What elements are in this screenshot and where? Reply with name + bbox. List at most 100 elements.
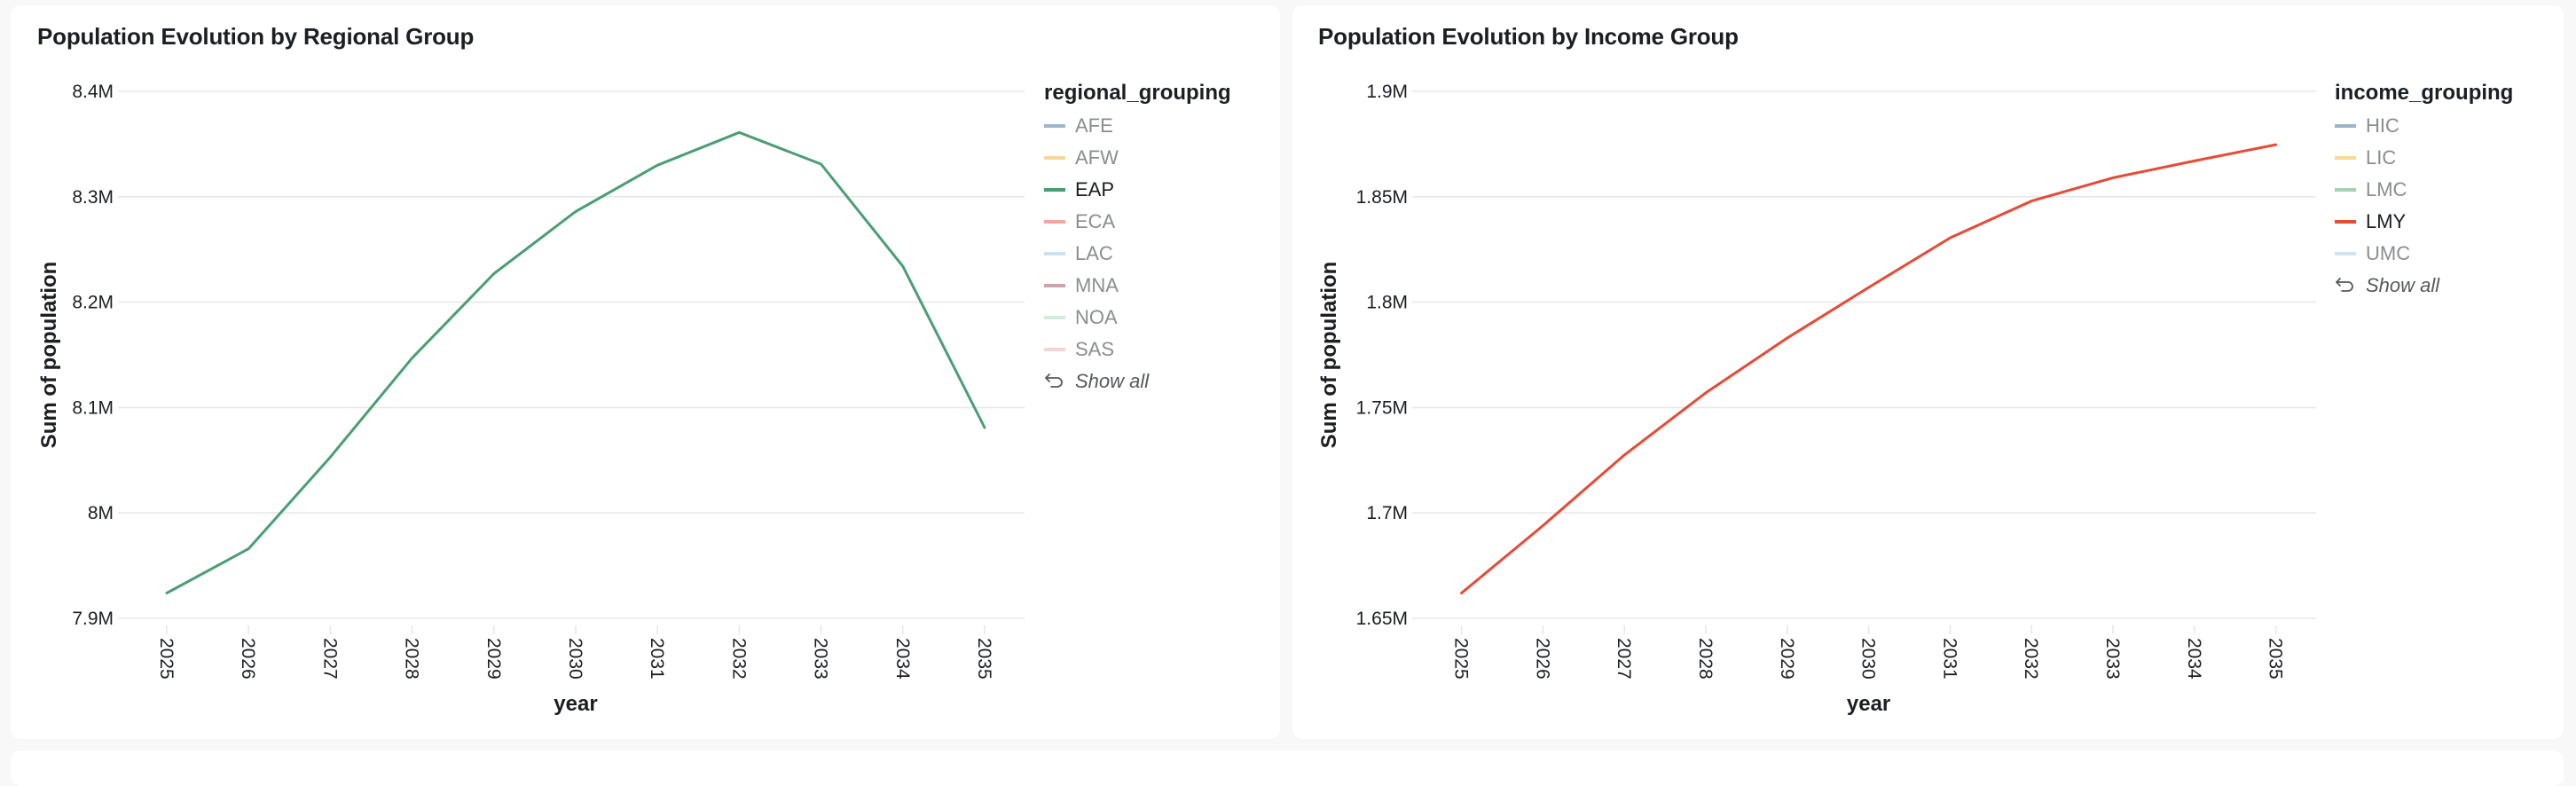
legend-swatch <box>2335 188 2356 192</box>
legend-item-hic[interactable]: HIC <box>2335 110 2513 142</box>
y-tick-label: 1.8M <box>1366 293 1408 313</box>
data-point[interactable] <box>325 452 335 462</box>
data-point[interactable] <box>816 159 827 169</box>
data-point[interactable] <box>2271 139 2281 150</box>
show-all-label: Show all <box>2366 274 2440 296</box>
x-tick-label: 2025 <box>1451 638 1472 680</box>
y-tick-label: 1.65M <box>1356 609 1408 629</box>
return-arrow-icon <box>2336 278 2353 292</box>
x-tick-label: 2035 <box>974 638 994 680</box>
data-point[interactable] <box>979 422 990 433</box>
y-tick-label: 8.1M <box>72 397 114 418</box>
legend-swatch <box>1044 220 1065 224</box>
legend-item-lac[interactable]: LAC <box>1044 238 1231 270</box>
x-tick-label: 2032 <box>2021 638 2041 680</box>
data-point[interactable] <box>1619 450 1630 460</box>
legend-item-sas[interactable]: SAS <box>1044 334 1231 365</box>
y-axis-title: Sum of population <box>37 262 61 449</box>
legend-item-eap[interactable]: EAP <box>1044 174 1231 206</box>
y-tick-label: 8.2M <box>72 293 114 313</box>
y-tick-label: 1.9M <box>1366 82 1408 102</box>
data-point[interactable] <box>1782 333 1793 343</box>
legend-item-lmc[interactable]: LMC <box>2335 174 2513 206</box>
legend-item-umc[interactable]: UMC <box>2335 238 2513 270</box>
legend-swatch <box>2335 252 2356 255</box>
data-point[interactable] <box>1537 520 1548 531</box>
y-tick-label: 7.9M <box>72 609 114 629</box>
legend-item-mna[interactable]: MNA <box>1044 270 1231 302</box>
data-point[interactable] <box>898 261 908 271</box>
data-point[interactable] <box>2189 155 2200 166</box>
x-tick-label: 2028 <box>402 638 422 680</box>
legend-title: income_grouping <box>2335 81 2514 105</box>
y-tick-label: 1.7M <box>1366 503 1408 523</box>
legend-item-afe[interactable]: AFE <box>1044 110 1231 142</box>
series-line-lmy[interactable] <box>1460 143 2278 594</box>
data-point[interactable] <box>734 127 744 138</box>
x-tick-label: 2030 <box>1858 638 1879 680</box>
legend-label: MNA <box>1075 274 1119 296</box>
legend-swatch <box>2335 156 2356 160</box>
data-point[interactable] <box>570 206 581 216</box>
y-tick-label: 1.75M <box>1356 397 1408 418</box>
regional-line-chart: 7.9M 8M 8.1M 8.2M 8.3M 8.4M 2025 2026 2027 2028 20… <box>37 82 1025 716</box>
legend-swatch <box>2335 220 2356 224</box>
data-point[interactable] <box>1457 587 1467 598</box>
legend-item-lic[interactable]: LIC <box>2335 142 2513 174</box>
legend-label: NOA <box>1075 306 1118 328</box>
data-point[interactable] <box>652 160 663 170</box>
chart-title: Population Evolution by Regional Group <box>37 23 475 50</box>
x-axis-title: year <box>1847 692 1890 716</box>
regional-chart-card: Population Evolution by Regional Group 7… <box>11 5 1280 739</box>
legend-item-lmy[interactable]: LMY <box>2335 206 2513 238</box>
legend-swatch <box>1044 252 1065 255</box>
legend-item-eca[interactable]: ECA <box>1044 206 1231 238</box>
data-point[interactable] <box>1700 388 1711 398</box>
x-tick-label: 2028 <box>1695 638 1716 680</box>
x-tick-label: 2034 <box>892 638 913 680</box>
data-point[interactable] <box>2108 172 2118 183</box>
x-tick-label: 2033 <box>811 638 831 680</box>
y-axis-title: Sum of population <box>1317 262 1341 449</box>
data-point[interactable] <box>243 544 254 554</box>
data-point[interactable] <box>161 587 172 598</box>
legend-swatch <box>1044 156 1065 160</box>
y-tick-label: 8M <box>88 503 114 523</box>
legend-label: LMY <box>2366 210 2407 232</box>
legend-label: AFW <box>1075 146 1119 169</box>
show-all-button[interactable]: Show all <box>2335 270 2513 302</box>
legend-swatch <box>1044 188 1065 192</box>
return-arrow-icon <box>1045 373 1063 388</box>
data-point[interactable] <box>1944 232 1955 243</box>
show-all-label: Show all <box>1075 370 1150 392</box>
x-tick-label: 2027 <box>319 638 340 680</box>
legend-item-afw[interactable]: AFW <box>1044 142 1231 174</box>
x-tick-label: 2031 <box>1939 638 1959 680</box>
x-tick-label: 2025 <box>156 638 177 680</box>
legend-label: LMC <box>2366 178 2407 200</box>
legend-swatch <box>1044 124 1065 128</box>
chart-title: Population Evolution by Income Group <box>1318 23 1739 50</box>
legend-label: LAC <box>1075 242 1113 264</box>
data-point[interactable] <box>407 353 418 364</box>
data-point[interactable] <box>2026 196 2037 207</box>
x-tick-label: 2034 <box>2184 638 2204 680</box>
series-line-eap[interactable] <box>165 130 986 594</box>
next-card <box>11 751 2564 786</box>
legend: regional_grouping AFE AFW EAP ECA LAC MNA NOA S… <box>1044 76 1231 397</box>
legend-label: EAP <box>1075 178 1115 200</box>
x-tick-label: 2026 <box>238 638 258 680</box>
x-tick-label: 2026 <box>1532 638 1552 680</box>
x-tick-label: 2031 <box>647 638 667 680</box>
data-point[interactable] <box>489 269 499 279</box>
legend-label: SAS <box>1075 338 1115 360</box>
legend-label: LIC <box>2366 146 2397 169</box>
show-all-button[interactable]: Show all <box>1044 365 1231 397</box>
y-tick-label: 8.3M <box>72 187 114 208</box>
legend-item-noa[interactable]: NOA <box>1044 302 1231 334</box>
y-tick-label: 1.85M <box>1356 187 1408 208</box>
legend-label: AFE <box>1075 114 1113 137</box>
x-tick-label: 2029 <box>483 638 504 680</box>
x-tick-label: 2030 <box>565 638 585 680</box>
data-point[interactable] <box>1864 282 1874 293</box>
